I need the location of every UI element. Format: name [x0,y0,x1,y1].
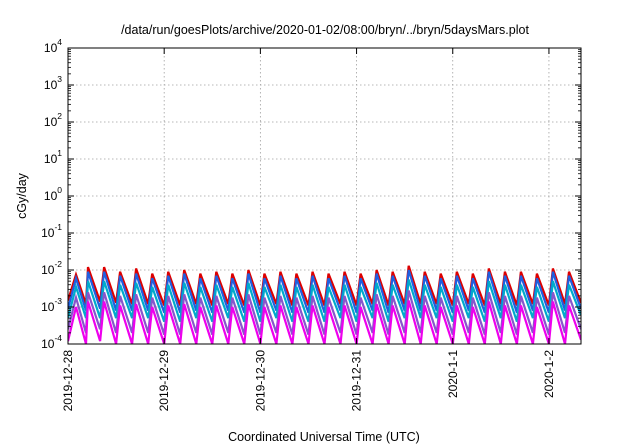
y-tick-exponent: -3 [54,296,62,306]
y-tick-label: 10-2 [41,259,62,277]
series-line-5 [68,300,581,344]
y-tick-base: 10 [44,115,58,129]
series-layer [68,265,581,344]
y-tick-label: 101 [44,148,62,166]
y-tick-base: 10 [41,337,55,351]
grid-layer [68,48,581,344]
y-tick-base: 10 [41,263,55,277]
y-tick-base: 10 [41,300,55,314]
y-tick-exponent: -2 [54,259,62,269]
y-tick-exponent: -4 [54,333,62,343]
y-tick-exponent: 3 [57,74,62,84]
y-tick-label: 103 [44,74,62,92]
y-tick-base: 10 [41,226,55,240]
y-tick-exponent: -1 [54,222,62,232]
y-tick-label: 10-1 [41,222,62,240]
y-tick-exponent: 4 [57,37,62,47]
y-tick-exponent: 1 [57,148,62,158]
y-tick-label: 10-4 [41,333,62,351]
x-tick-layer: 2019-12-28 2019-12-29 2019-12-30 2019-12-31… [61,48,556,411]
y-tick-base: 10 [44,152,58,166]
y-tick-label: 102 [44,111,62,129]
y-tick-base: 10 [44,189,58,203]
y-tick-label: 10-3 [41,296,62,314]
x-tick-label: 2019-12-30 [253,350,267,412]
y-tick-label: 104 [44,37,62,55]
y-tick-exponent: 2 [57,111,62,121]
y-axis-label: cGy/day [15,172,29,219]
series-line-3 [68,279,581,323]
x-tick-label: 2019-12-29 [157,350,171,412]
y-tick-base: 10 [44,41,58,55]
x-tick-label: 2019-12-31 [350,350,364,412]
x-axis-label: Coordinated Universal Time (UTC) [228,430,420,444]
y-tick-label: 100 [44,185,62,203]
x-tick-label: 2019-12-28 [61,350,75,412]
chart-title: /data/run/goesPlots/archive/2020-01-02/0… [121,23,529,37]
x-tick-label: 2020-1-1 [446,350,460,398]
y-tick-exponent: 0 [57,185,62,195]
x-tick-label: 2020-1-2 [542,350,556,398]
y-tick-base: 10 [44,78,58,92]
